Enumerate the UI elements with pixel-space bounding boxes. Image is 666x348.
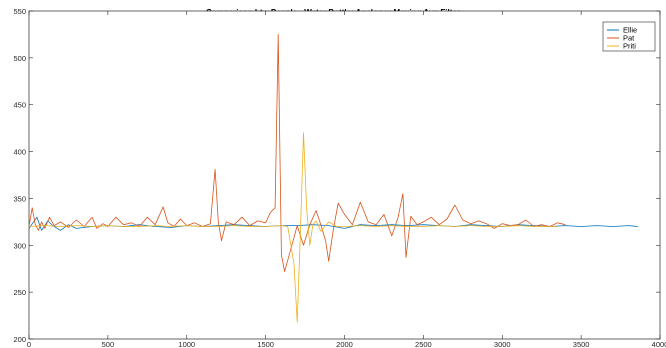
x-tick-label: 2500 <box>415 340 432 348</box>
x-tick-label: 3000 <box>494 340 511 348</box>
y-tick-label: 200 <box>13 335 26 344</box>
x-tick-label: 1500 <box>257 340 274 348</box>
series-layer <box>28 34 638 323</box>
y-tick-label: 400 <box>13 148 26 157</box>
y-tick-label: 450 <box>13 101 26 110</box>
x-tick-label: 1000 <box>178 340 195 348</box>
legend-label-pat: Pat <box>623 34 635 43</box>
series-line-pat <box>28 34 566 272</box>
x-tick-label: 3500 <box>573 340 590 348</box>
series-line-priti <box>28 132 558 323</box>
y-tick-label: 500 <box>13 54 26 63</box>
plot-area <box>28 10 661 340</box>
legend-label-ellie: Ellie <box>623 26 637 35</box>
x-tick-label: 2000 <box>336 340 353 348</box>
x-tick-label: 0 <box>27 340 31 348</box>
y-tick-label: 250 <box>13 288 26 297</box>
y-tick-label: 300 <box>13 241 26 250</box>
x-tick-label: 500 <box>102 340 115 348</box>
series-line-ellie <box>28 216 638 231</box>
y-tick-label: 550 <box>13 7 26 16</box>
y-tick-label: 350 <box>13 194 26 203</box>
legend-label-priti: Priti <box>623 42 636 51</box>
tick-layer: 0 500 1000 1500 2000 2500 3000 3500 4000 200 250 30… <box>13 7 666 348</box>
x-tick-label: 4000 <box>652 340 666 348</box>
